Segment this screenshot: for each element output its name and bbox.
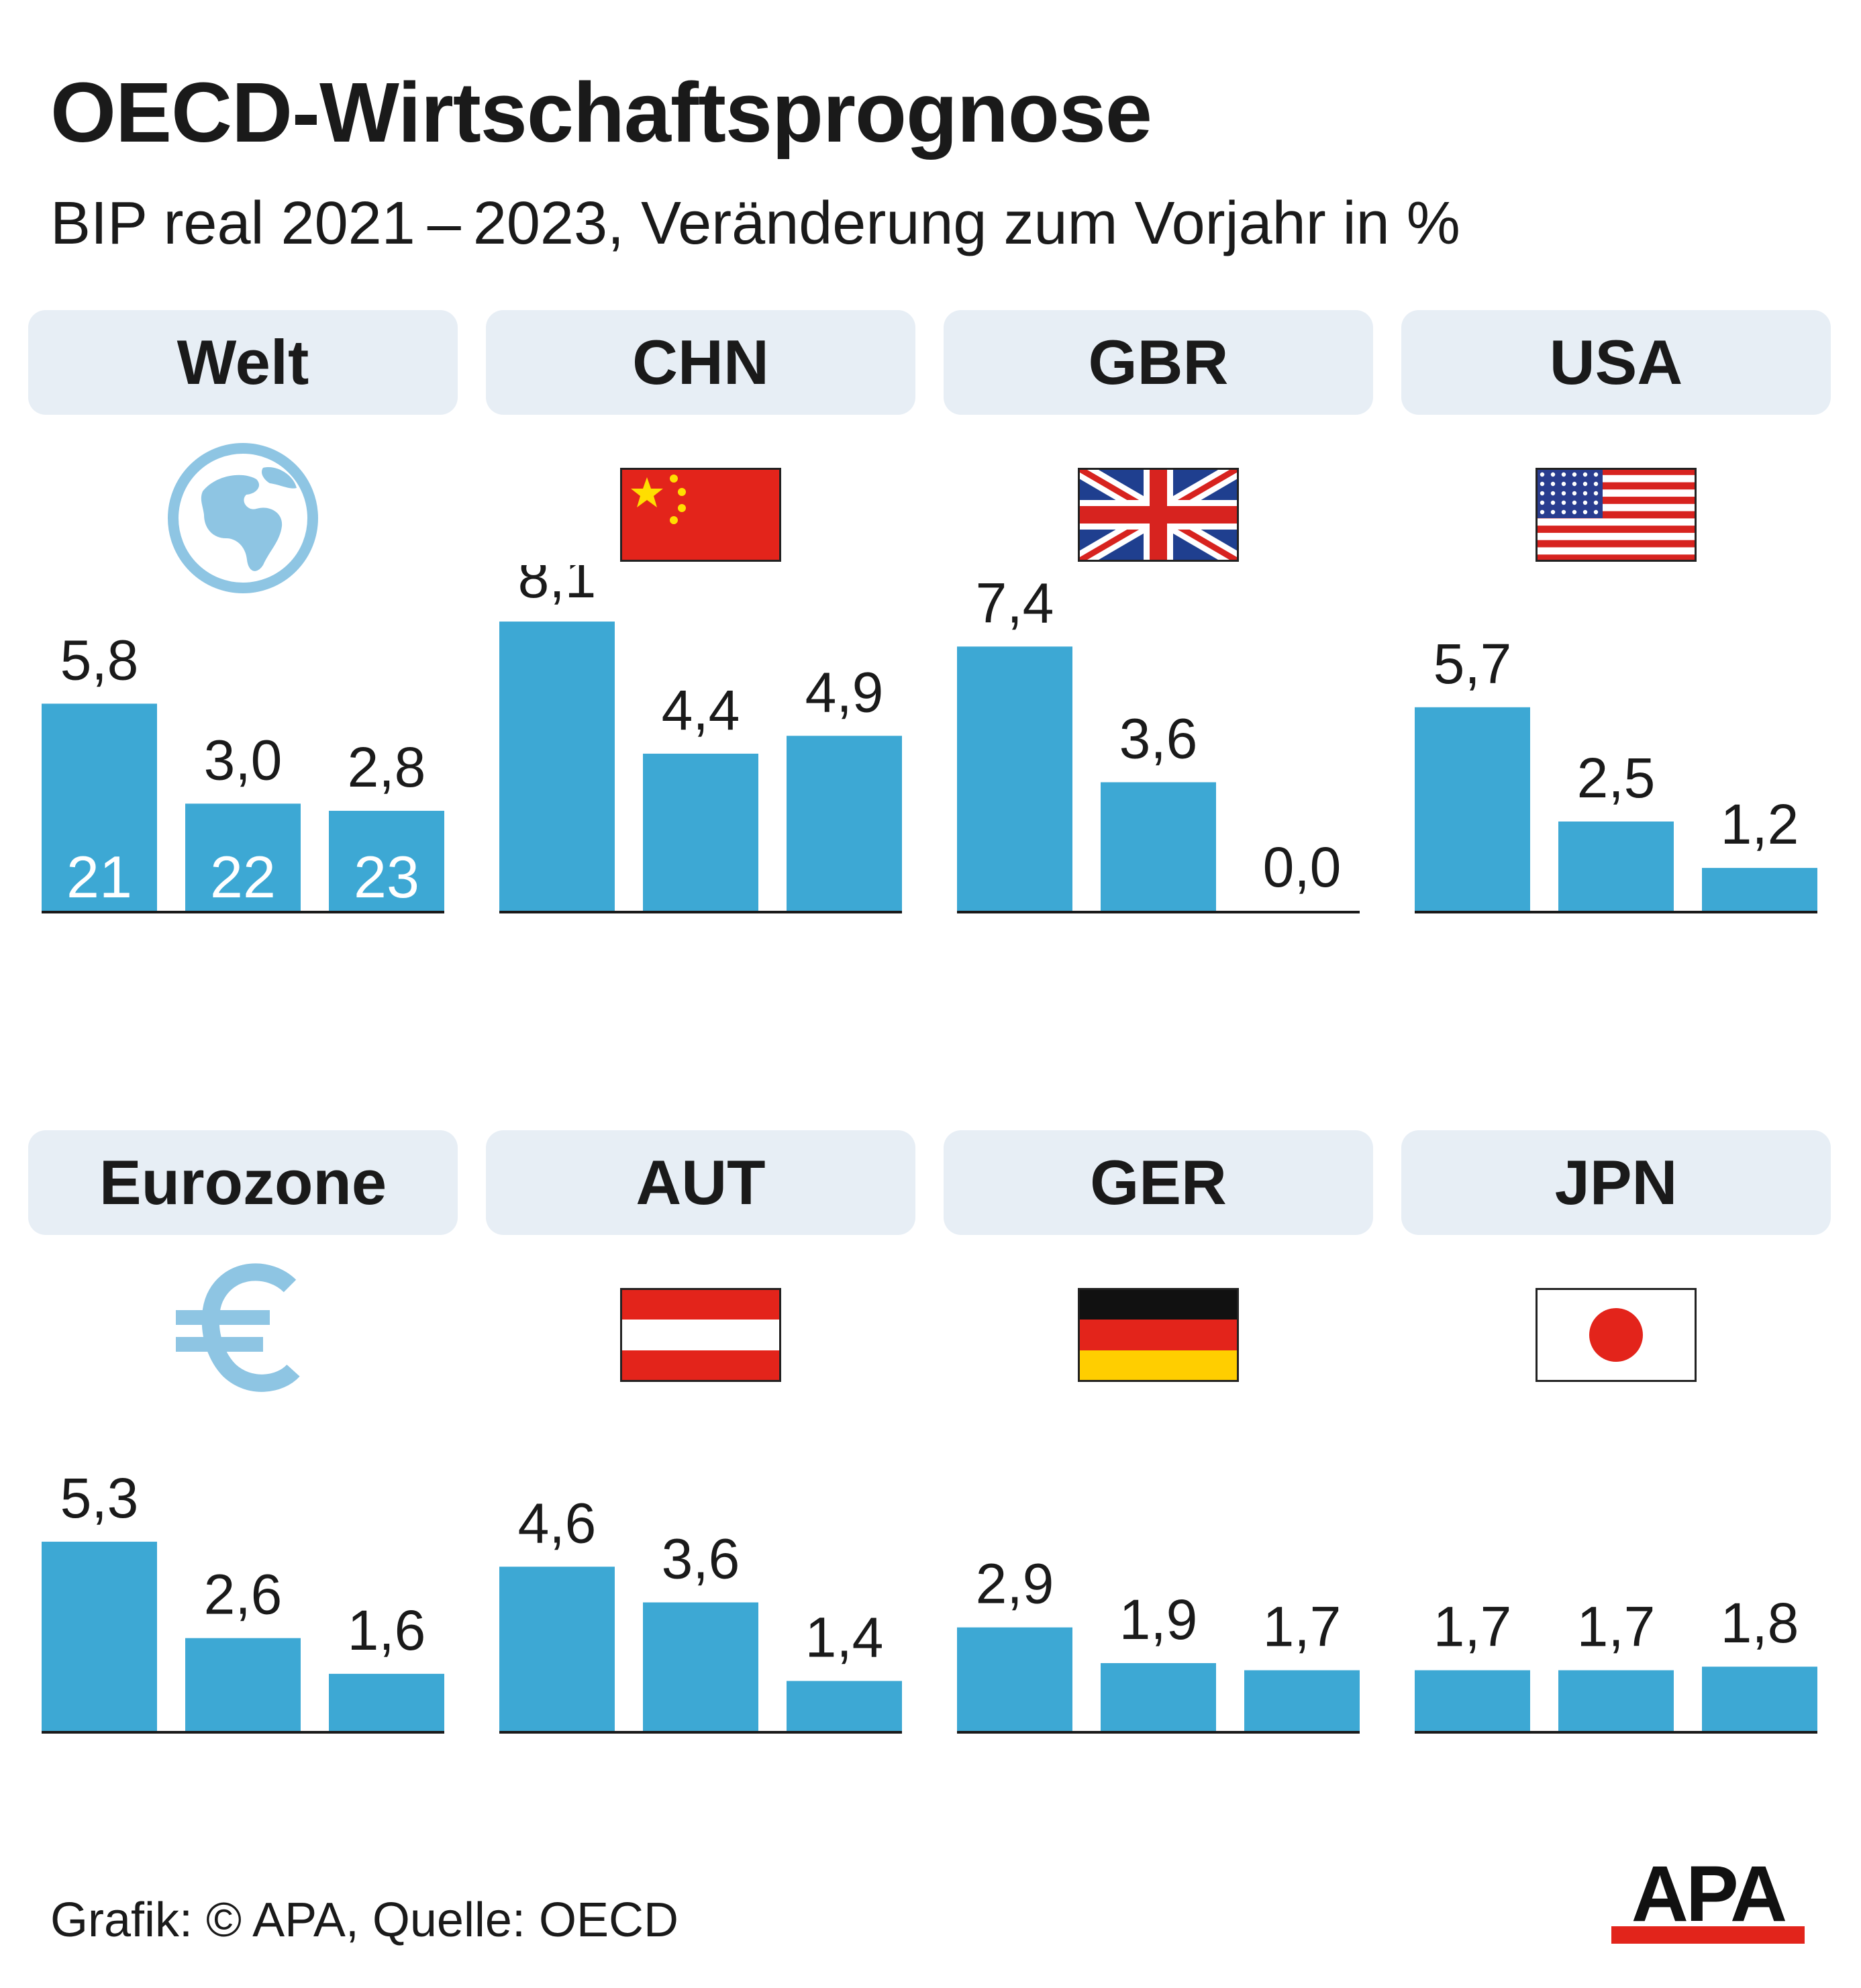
austria-flag-icon: [620, 1288, 781, 1382]
icon-wrap: [486, 1258, 915, 1419]
value-label: 1,2: [1721, 793, 1799, 856]
value-label: 1,9: [1119, 1588, 1198, 1651]
icon-wrap: [944, 1258, 1373, 1419]
panel-header: AUT: [486, 1130, 915, 1235]
value-label: 2,6: [204, 1563, 283, 1626]
bar-chart: 5,8 21 3,0 22 2,8 23: [42, 628, 444, 913]
bar: [1101, 1662, 1216, 1731]
bar: [185, 1638, 301, 1731]
bar-chart: 7,4 3,6 0,0: [957, 571, 1360, 913]
value-label: 1,8: [1721, 1591, 1799, 1654]
value-label: 0,0: [1263, 836, 1342, 899]
panel-ger: GER 2,9 1,9 1,7: [944, 1130, 1373, 1835]
bar-chart: 4,6 3,6 1,4: [499, 1491, 902, 1734]
value-label: 4,4: [662, 679, 740, 742]
apa-logo-text: APA: [1631, 1859, 1786, 1938]
japan-flag-icon: [1536, 1288, 1697, 1382]
bar-chart: 5,7 2,5 1,2: [1415, 632, 1817, 913]
value-label: 3,0: [204, 728, 283, 791]
bar: [329, 811, 444, 911]
bar: [643, 753, 758, 911]
bar-chart: 8,1 4,4 4,9: [499, 565, 902, 913]
bar: [1702, 1667, 1817, 1731]
usa-flag-icon: [1536, 468, 1697, 562]
bar: [185, 803, 301, 911]
panel-header: GBR: [944, 310, 1373, 415]
icon-wrap: [486, 438, 915, 599]
icon-wrap: [28, 1258, 458, 1419]
value-label: 4,9: [805, 660, 884, 724]
icon-wrap: [944, 438, 1373, 599]
value-label: 5,7: [1434, 632, 1512, 695]
bar: [1415, 1670, 1530, 1731]
value-label: 5,8: [60, 628, 139, 691]
panel-chn: CHN 8,1 4,4 4,9: [486, 310, 915, 1015]
source-note: Grafik: © APA, Quelle: OECD: [50, 1893, 678, 1947]
bar: [499, 1567, 615, 1731]
panel-header: Welt: [28, 310, 458, 415]
germany-flag-icon: [1078, 1288, 1239, 1382]
bar: [957, 1627, 1072, 1731]
panel-aut: AUT 4,6 3,6 1,4: [486, 1130, 915, 1835]
panel-header: JPN: [1401, 1130, 1831, 1235]
bar: [1415, 707, 1530, 911]
value-label: 1,7: [1434, 1595, 1512, 1658]
bar: [1558, 822, 1674, 911]
bar: [787, 736, 902, 911]
value-label: 2,9: [976, 1552, 1054, 1616]
chart-subtitle: BIP real 2021 – 2023, Veränderung zum Vo…: [50, 190, 1460, 257]
value-label: 1,7: [1263, 1595, 1342, 1658]
value-label: 8,1: [518, 565, 597, 609]
value-label: 5,3: [60, 1467, 139, 1530]
icon-wrap: [1401, 438, 1831, 599]
icon-wrap: [1401, 1258, 1831, 1419]
bar: [643, 1602, 758, 1731]
value-label: 2,8: [348, 736, 426, 799]
value-label: 7,4: [976, 571, 1054, 634]
panel-gbr: GBR 7,4 3,6 0,0: [944, 310, 1373, 1015]
bar: [1702, 868, 1817, 911]
uk-flag-icon: [1078, 468, 1239, 562]
panel-header: GER: [944, 1130, 1373, 1235]
value-label: 2,5: [1577, 746, 1656, 809]
euro-icon: [176, 1263, 300, 1392]
value-label: 3,6: [662, 1527, 740, 1590]
chart-title: OECD-Wirtschaftsprognose: [50, 65, 1152, 160]
bar: [329, 1673, 444, 1731]
panel-usa: USA 5,7 2,5 1,2: [1401, 310, 1831, 1015]
year-label: 22: [210, 844, 276, 910]
bar-chart: 1,7 1,7 1,8: [1415, 1591, 1817, 1734]
china-flag-icon: [620, 468, 781, 562]
bar: [1244, 1670, 1360, 1731]
panel-welt: Welt 5,8 21 3,0 22 2,8 23: [28, 310, 458, 1015]
panel-header: Eurozone: [28, 1130, 458, 1235]
value-label: 3,6: [1119, 707, 1198, 770]
bar: [1558, 1670, 1674, 1731]
bar: [1101, 782, 1216, 911]
globe-icon: [168, 443, 318, 593]
year-label: 23: [354, 844, 419, 910]
panel-header: USA: [1401, 310, 1831, 415]
bar-chart: 5,3 2,6 1,6: [42, 1467, 444, 1734]
value-label: 1,7: [1577, 1595, 1656, 1658]
value-label: 1,6: [348, 1599, 426, 1662]
panel-eurozone: Eurozone 5,3 2,6 1,6: [28, 1130, 458, 1835]
value-label: 4,6: [518, 1491, 597, 1554]
bar: [957, 646, 1072, 911]
apa-logo-bar: [1611, 1926, 1805, 1944]
year-label: 21: [66, 844, 132, 910]
bar-chart: 2,9 1,9 1,7: [957, 1552, 1360, 1734]
bar: [499, 622, 615, 911]
apa-logo: APA: [1611, 1859, 1805, 1944]
panel-jpn: JPN 1,7 1,7 1,8: [1401, 1130, 1831, 1835]
icon-wrap: [28, 438, 458, 599]
bar: [787, 1681, 902, 1731]
value-label: 1,4: [805, 1606, 884, 1669]
panel-header: CHN: [486, 310, 915, 415]
bar: [42, 703, 157, 911]
bar: [42, 1542, 157, 1731]
